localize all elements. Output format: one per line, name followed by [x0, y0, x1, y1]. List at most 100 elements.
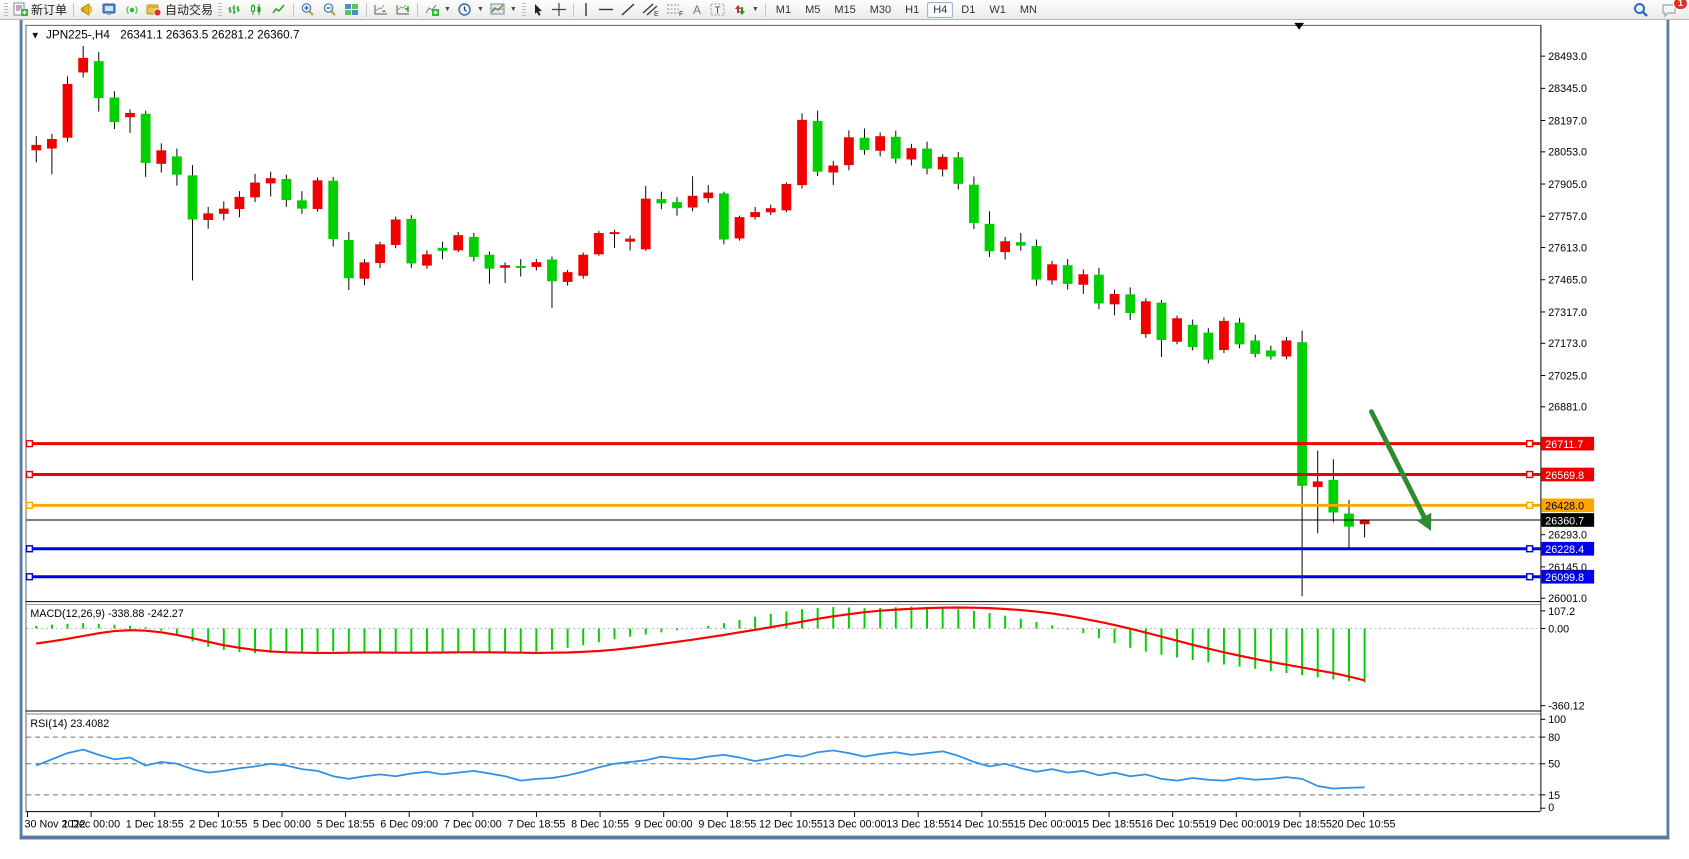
candle-down[interactable]	[281, 179, 292, 200]
periods-button[interactable]: ▼	[454, 1, 487, 18]
indicators-button[interactable]: ▼	[421, 1, 454, 18]
candle-up[interactable]	[687, 195, 698, 208]
candle-down[interactable]	[1234, 322, 1245, 345]
candlestick-chart-button[interactable]	[246, 1, 268, 18]
candle-down[interactable]	[297, 200, 307, 209]
candle-up[interactable]	[765, 208, 776, 213]
candle-down[interactable]	[984, 223, 995, 252]
candle-down[interactable]	[1203, 332, 1214, 360]
candle-down[interactable]	[172, 156, 182, 175]
candle-up[interactable]	[781, 184, 792, 211]
line-handle[interactable]	[1526, 501, 1534, 509]
level-lines-layer[interactable]: 26711.7 26569.8 26428.0 26360.7 26228.4 26099…	[25, 436, 1595, 584]
fibonacci-tool-button[interactable]: F	[663, 1, 687, 18]
candle-down[interactable]	[328, 180, 339, 240]
candle-up[interactable]	[1078, 274, 1089, 285]
candle-down[interactable]	[969, 184, 979, 223]
candle-up[interactable]	[1172, 318, 1182, 342]
candle-up[interactable]	[734, 217, 745, 239]
timeframe-button-M5[interactable]: M5	[805, 3, 821, 16]
chart-svg[interactable]: ▼ JPN225-,H4 26341.1 26363.5 26281.2 263…	[0, 20, 1689, 859]
line-handle[interactable]	[1526, 573, 1534, 581]
candle-up[interactable]	[203, 213, 214, 220]
candle-down[interactable]	[890, 136, 901, 159]
candle-up[interactable]	[312, 180, 323, 210]
rsi-pane[interactable]: 100 80 50 150	[26, 714, 1566, 814]
signals-button[interactable]	[121, 1, 143, 18]
toolbar-grip[interactable]	[4, 2, 8, 17]
timeframe-button-M1[interactable]: M1	[775, 3, 792, 16]
timeframe-button-M15[interactable]: M15	[834, 3, 856, 16]
crosshair-tool-button[interactable]	[548, 1, 570, 18]
candle-down[interactable]	[406, 218, 417, 264]
candle-up[interactable]	[125, 112, 135, 118]
candle-up[interactable]	[828, 165, 839, 173]
candle-up[interactable]	[250, 182, 260, 198]
candle-up[interactable]	[1000, 241, 1011, 253]
timeframe-button-MN[interactable]: MN	[1019, 3, 1037, 16]
candle-up[interactable]	[797, 119, 807, 186]
line-handle[interactable]	[25, 439, 34, 448]
one-click-caret-icon[interactable]: ▼	[30, 31, 40, 42]
candle-down[interactable]	[922, 148, 932, 169]
candle-up[interactable]	[531, 262, 542, 267]
timeframe-button-D1[interactable]: D1	[961, 3, 976, 16]
timeframe-button-H1[interactable]: H1	[905, 3, 920, 16]
candle-up[interactable]	[1359, 519, 1370, 525]
candle-up[interactable]	[1281, 340, 1292, 357]
timeframe-button-W1[interactable]: W1	[989, 3, 1006, 16]
macd-pane[interactable]: 107.2 0.00 -360.12	[26, 606, 1585, 713]
candle-down[interactable]	[515, 266, 526, 269]
chart-shift-button[interactable]	[392, 1, 414, 18]
candle-down[interactable]	[1062, 265, 1073, 284]
candle-up[interactable]	[359, 262, 370, 279]
equidistant-channel-tool-button[interactable]: E	[639, 1, 663, 18]
line-handle[interactable]	[1526, 470, 1534, 479]
candle-up[interactable]	[78, 57, 89, 73]
candle-down[interactable]	[1031, 246, 1042, 280]
candle-up[interactable]	[375, 244, 385, 264]
candle-up[interactable]	[422, 254, 432, 266]
candle-up[interactable]	[609, 232, 620, 235]
candle-down[interactable]	[718, 193, 729, 240]
candle-up[interactable]	[62, 83, 73, 138]
toolbar-grip[interactable]	[521, 2, 526, 17]
candle-down[interactable]	[109, 97, 120, 123]
candle-up[interactable]	[218, 208, 229, 214]
candle-up[interactable]	[625, 238, 635, 242]
search-button[interactable]	[1630, 1, 1652, 18]
candle-up[interactable]	[937, 156, 948, 170]
auto-scroll-button[interactable]	[370, 1, 392, 18]
candle-down[interactable]	[1125, 294, 1136, 314]
candle-up[interactable]	[1109, 293, 1120, 305]
down-trend-arrow[interactable]	[1368, 409, 1427, 520]
bar-chart-button[interactable]	[224, 1, 246, 18]
candle-down[interactable]	[1156, 302, 1167, 341]
line-chart-button[interactable]	[268, 1, 290, 18]
chart-shift-marker-icon[interactable]	[1294, 22, 1305, 30]
candle-down[interactable]	[93, 61, 104, 99]
candle-down[interactable]	[437, 247, 448, 251]
tile-windows-button[interactable]	[341, 1, 363, 18]
vertical-line-tool-button[interactable]	[577, 1, 595, 18]
candle-down[interactable]	[812, 120, 823, 172]
news-button[interactable]	[77, 1, 99, 18]
candle-down[interactable]	[953, 157, 964, 184]
candle-down[interactable]	[547, 259, 557, 282]
zoom-out-button[interactable]	[319, 1, 341, 18]
candle-up[interactable]	[703, 192, 714, 199]
candle-down[interactable]	[859, 137, 870, 150]
market-button[interactable]	[99, 1, 121, 18]
cursor-tool-button[interactable]	[528, 1, 548, 18]
candle-down[interactable]	[1265, 350, 1276, 357]
candle-down[interactable]	[1094, 274, 1104, 304]
candle-up[interactable]	[1219, 320, 1229, 351]
candle-up[interactable]	[906, 148, 917, 160]
line-handle[interactable]	[1526, 439, 1534, 448]
notifications-button[interactable]: 1	[1658, 0, 1688, 18]
candle-down[interactable]	[656, 199, 667, 204]
candle-up[interactable]	[562, 272, 573, 282]
line-handle[interactable]	[1526, 545, 1534, 553]
candle-down[interactable]	[1015, 242, 1026, 246]
